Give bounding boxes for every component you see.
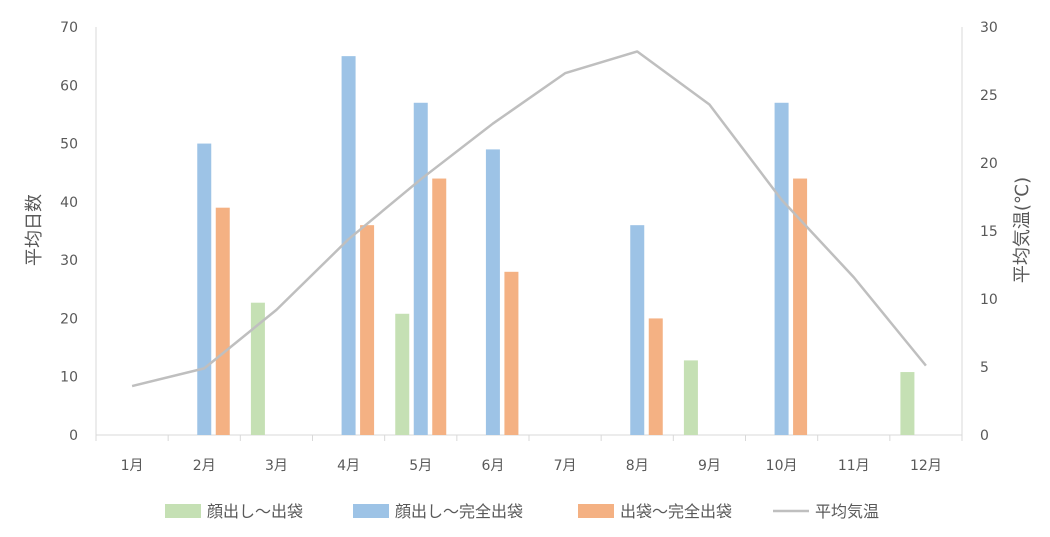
right-y-tick-labels: 0 5 10 15 20 25 30 xyxy=(980,20,998,444)
left-y-tick-label: 20 xyxy=(60,311,78,327)
bar xyxy=(630,225,645,435)
x-tick-label: 6月 xyxy=(481,458,504,474)
x-tick-label: 10月 xyxy=(766,458,798,474)
left-y-tick-label: 50 xyxy=(60,137,78,153)
left-y-tick-label: 0 xyxy=(69,428,78,444)
bar xyxy=(215,207,230,435)
bar xyxy=(341,56,356,436)
right-y-tick-label: 0 xyxy=(980,428,989,444)
left-y-tick-label: 30 xyxy=(60,253,78,269)
temperature-line xyxy=(131,50,927,388)
right-y-tick-label: 30 xyxy=(980,20,998,36)
bar xyxy=(774,102,789,436)
right-y-tick-label: 15 xyxy=(980,224,998,240)
x-tick-label: 12月 xyxy=(910,458,942,474)
x-tick-label: 3月 xyxy=(265,458,288,474)
x-tick-label: 11月 xyxy=(838,458,870,474)
right-y-tick-label: 20 xyxy=(980,156,998,172)
bar xyxy=(395,313,410,435)
bar xyxy=(683,360,698,435)
temperature-series-line xyxy=(131,50,927,388)
legend-label: 出袋～完全出袋 xyxy=(620,502,732,521)
left-y-tick-label: 60 xyxy=(60,78,78,94)
legend-swatch xyxy=(353,504,389,518)
legend-label: 顔出し～完全出袋 xyxy=(395,502,523,521)
bar xyxy=(485,149,500,435)
bar xyxy=(197,143,212,436)
x-tick-label: 7月 xyxy=(554,458,577,474)
bar xyxy=(648,318,663,435)
x-tick-marks xyxy=(95,435,963,441)
bar xyxy=(900,372,915,435)
bar xyxy=(250,302,265,435)
right-y-tick-label: 25 xyxy=(980,88,998,104)
legend: 顔出し～出袋 顔出し～完全出袋 出袋～完全出袋 平均気温 xyxy=(165,502,879,521)
x-tick-labels: 1月 2月 3月 4月 5月 6月 7月 8月 9月 10月 11月 12月 xyxy=(121,458,942,474)
legend-label: 平均気温 xyxy=(815,502,879,521)
x-tick-label: 4月 xyxy=(337,458,360,474)
x-tick-label: 2月 xyxy=(193,458,216,474)
bars xyxy=(197,56,915,436)
right-y-axis-title: 平均気温(℃) xyxy=(1012,177,1033,283)
left-y-tick-label: 70 xyxy=(60,20,78,36)
left-y-axis-title: 平均日数 xyxy=(24,194,45,266)
left-y-tick-labels: 0 10 20 30 40 50 60 70 xyxy=(60,20,78,444)
bar xyxy=(793,178,808,436)
left-y-tick-label: 10 xyxy=(60,370,78,386)
x-tick-label: 8月 xyxy=(626,458,649,474)
x-tick-label: 5月 xyxy=(409,458,432,474)
x-tick-label: 1月 xyxy=(121,458,144,474)
right-y-tick-label: 10 xyxy=(980,292,998,308)
legend-swatch xyxy=(165,504,201,518)
x-tick-label: 9月 xyxy=(698,458,721,474)
legend-swatch xyxy=(578,504,614,518)
bar xyxy=(413,102,428,436)
bar xyxy=(360,225,375,435)
right-y-tick-label: 5 xyxy=(980,360,989,376)
bar xyxy=(432,178,447,436)
bar xyxy=(504,271,519,435)
legend-label: 顔出し～出袋 xyxy=(207,502,303,521)
left-y-tick-label: 40 xyxy=(60,195,78,211)
